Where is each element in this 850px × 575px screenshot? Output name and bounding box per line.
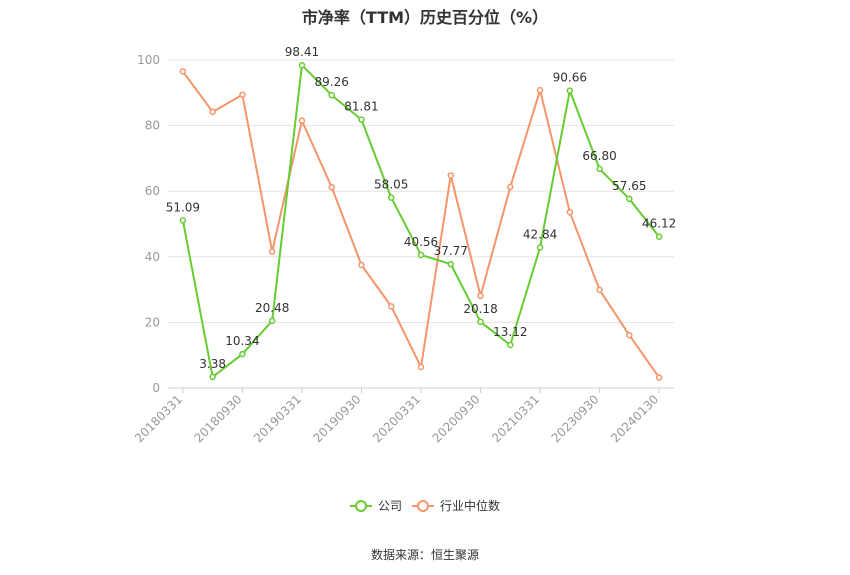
company-data-point	[417, 251, 425, 259]
industry-legend-label: 行业中位数	[440, 498, 500, 513]
industry-data-point	[209, 108, 216, 116]
data-label: 90.66	[553, 71, 587, 85]
data-label: 10.34	[225, 334, 259, 348]
x-tick-label: 20230930	[549, 392, 602, 445]
industry-data-point	[447, 172, 455, 179]
industry-data-point	[387, 303, 395, 310]
data-label: 98.41	[285, 45, 319, 59]
company-data-point	[387, 194, 395, 201]
y-tick-label: 80	[145, 119, 160, 133]
data-label: 40.56	[404, 235, 438, 249]
y-tick-label: 20	[145, 315, 160, 329]
company-data-point	[507, 341, 514, 349]
industry-data-point	[298, 117, 306, 124]
y-tick-label: 40	[145, 250, 160, 264]
company-data-point	[209, 373, 216, 381]
data-label: 42.84	[523, 227, 557, 241]
company-data-point	[179, 217, 187, 224]
company-data-point	[298, 61, 306, 69]
company-data-point	[566, 87, 574, 94]
company-data-point	[239, 350, 246, 358]
industry-data-point	[268, 248, 276, 255]
company-data-point	[477, 318, 484, 326]
industry-series-line	[182, 70, 660, 379]
data-label: 13.12	[493, 325, 527, 339]
industry-data-point	[358, 261, 365, 269]
y-tick-label: 60	[145, 184, 160, 198]
company-data-point	[268, 317, 276, 325]
x-tick-label: 20210331	[489, 392, 542, 445]
industry-data-point	[626, 331, 633, 339]
company-data-point	[596, 165, 603, 173]
data-label: 46.12	[642, 217, 676, 231]
data-label: 20.18	[463, 302, 497, 316]
company-series-line	[181, 64, 660, 378]
chart-title: 市净率（TTM）历史百分位（%）	[301, 8, 549, 27]
industry-data-point	[536, 86, 544, 94]
y-tick-label: 100	[137, 53, 160, 67]
industry-data-point	[477, 292, 484, 300]
company-legend-marker	[355, 500, 367, 512]
data-label: 81.81	[344, 100, 378, 114]
x-tick-label: 20200331	[370, 392, 423, 445]
x-tick-label: 20180930	[191, 392, 244, 445]
company-legend-label: 公司	[378, 499, 402, 513]
y-tick-label: 0	[152, 381, 160, 395]
x-tick-label: 20190930	[311, 392, 364, 445]
data-label: 66.80	[582, 149, 616, 163]
x-tick-label: 20180331	[132, 392, 185, 445]
industry-data-point	[566, 208, 574, 216]
industry-data-point	[596, 286, 603, 294]
data-label: 51.09	[166, 200, 200, 214]
industry-data-point	[655, 374, 663, 381]
x-tick-label: 20200930	[430, 392, 483, 445]
industry-data-point	[239, 91, 246, 99]
data-label: 3.38	[199, 357, 226, 371]
data-label: 89.26	[315, 75, 349, 89]
source-note: 数据来源：恒生聚源	[370, 548, 479, 562]
company-data-point	[536, 244, 544, 251]
industry-data-point	[417, 363, 425, 371]
data-label: 37.77	[434, 244, 468, 258]
data-label: 58.05	[374, 178, 408, 192]
company-data-point	[358, 116, 365, 123]
company-data-point	[447, 260, 455, 268]
x-tick-label: 20190331	[251, 392, 304, 445]
company-data-point	[655, 233, 663, 240]
industry-legend-marker	[417, 500, 429, 512]
data-label: 20.48	[255, 301, 289, 315]
industry-data-point	[328, 184, 335, 191]
industry-data-point	[179, 68, 187, 75]
x-tick-label: 20240130	[608, 392, 661, 445]
company-data-point	[626, 195, 633, 203]
company-data-point	[328, 91, 335, 99]
industry-data-point	[507, 183, 514, 191]
data-label: 57.65	[612, 179, 646, 193]
